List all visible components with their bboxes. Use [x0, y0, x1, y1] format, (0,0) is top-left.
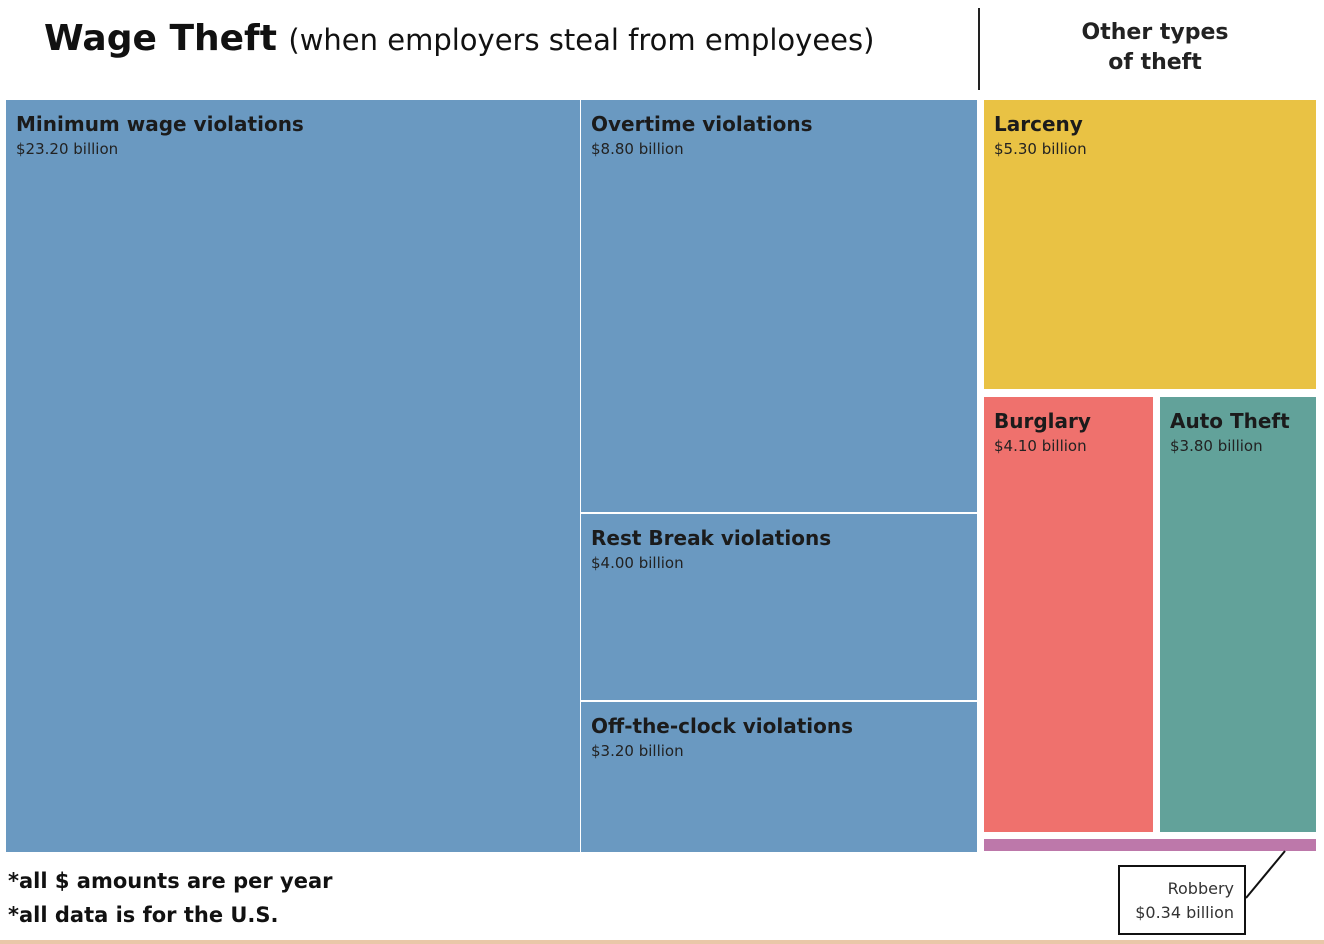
- footnote-us-data: *all data is for the U.S.: [8, 903, 279, 927]
- chart-title-main: Wage Theft: [44, 18, 277, 59]
- chart-title-subtitle: (when employers steal from employees): [288, 23, 875, 57]
- header-divider: [978, 8, 980, 90]
- tile-off-the-clock-violations: Off-the-clock violations $3.20 billion: [581, 702, 977, 852]
- tile-value: $23.20 billion: [16, 140, 119, 158]
- tile-label: Burglary: [994, 409, 1091, 433]
- chart-title: Wage Theft (when employers steal from em…: [44, 18, 874, 59]
- other-theft-heading-line-1: Other types: [1081, 20, 1229, 45]
- tile-label: Minimum wage violations: [16, 112, 304, 136]
- tile-rest-break-violations: Rest Break violations $4.00 billion: [581, 514, 977, 700]
- tile-value: $8.80 billion: [591, 140, 684, 158]
- tile-burglary: Burglary $4.10 billion: [984, 397, 1153, 832]
- bottom-rule: [0, 940, 1324, 944]
- other-theft-heading: Other types of theft: [1040, 18, 1270, 78]
- tile-label: Auto Theft: [1170, 409, 1290, 433]
- tile-label: Larceny: [994, 112, 1083, 136]
- robbery-callout: Robbery $0.34 billion: [1118, 865, 1246, 935]
- tile-value: $4.00 billion: [591, 554, 684, 572]
- robbery-callout-label: Robbery: [1167, 879, 1234, 898]
- tile-overtime-violations: Overtime violations $8.80 billion: [581, 100, 977, 512]
- tile-value: $3.80 billion: [1170, 437, 1263, 455]
- tile-label: Off-the-clock violations: [591, 714, 854, 738]
- tile-value: $4.10 billion: [994, 437, 1087, 455]
- tile-value: $3.20 billion: [591, 742, 684, 760]
- tile-auto-theft: Auto Theft $3.80 billion: [1160, 397, 1316, 832]
- footnote-per-year: *all $ amounts are per year: [8, 869, 333, 893]
- tile-label: Overtime violations: [591, 112, 813, 136]
- tile-label: Rest Break violations: [591, 526, 832, 550]
- tile-value: $5.30 billion: [994, 140, 1087, 158]
- robbery-callout-value: $0.34 billion: [1135, 903, 1234, 922]
- tile-minimum-wage-violations: Minimum wage violations $23.20 billion: [6, 100, 580, 852]
- other-theft-heading-line-2: of theft: [1108, 50, 1202, 75]
- tile-robbery: [984, 839, 1316, 851]
- tile-larceny: Larceny $5.30 billion: [984, 100, 1316, 389]
